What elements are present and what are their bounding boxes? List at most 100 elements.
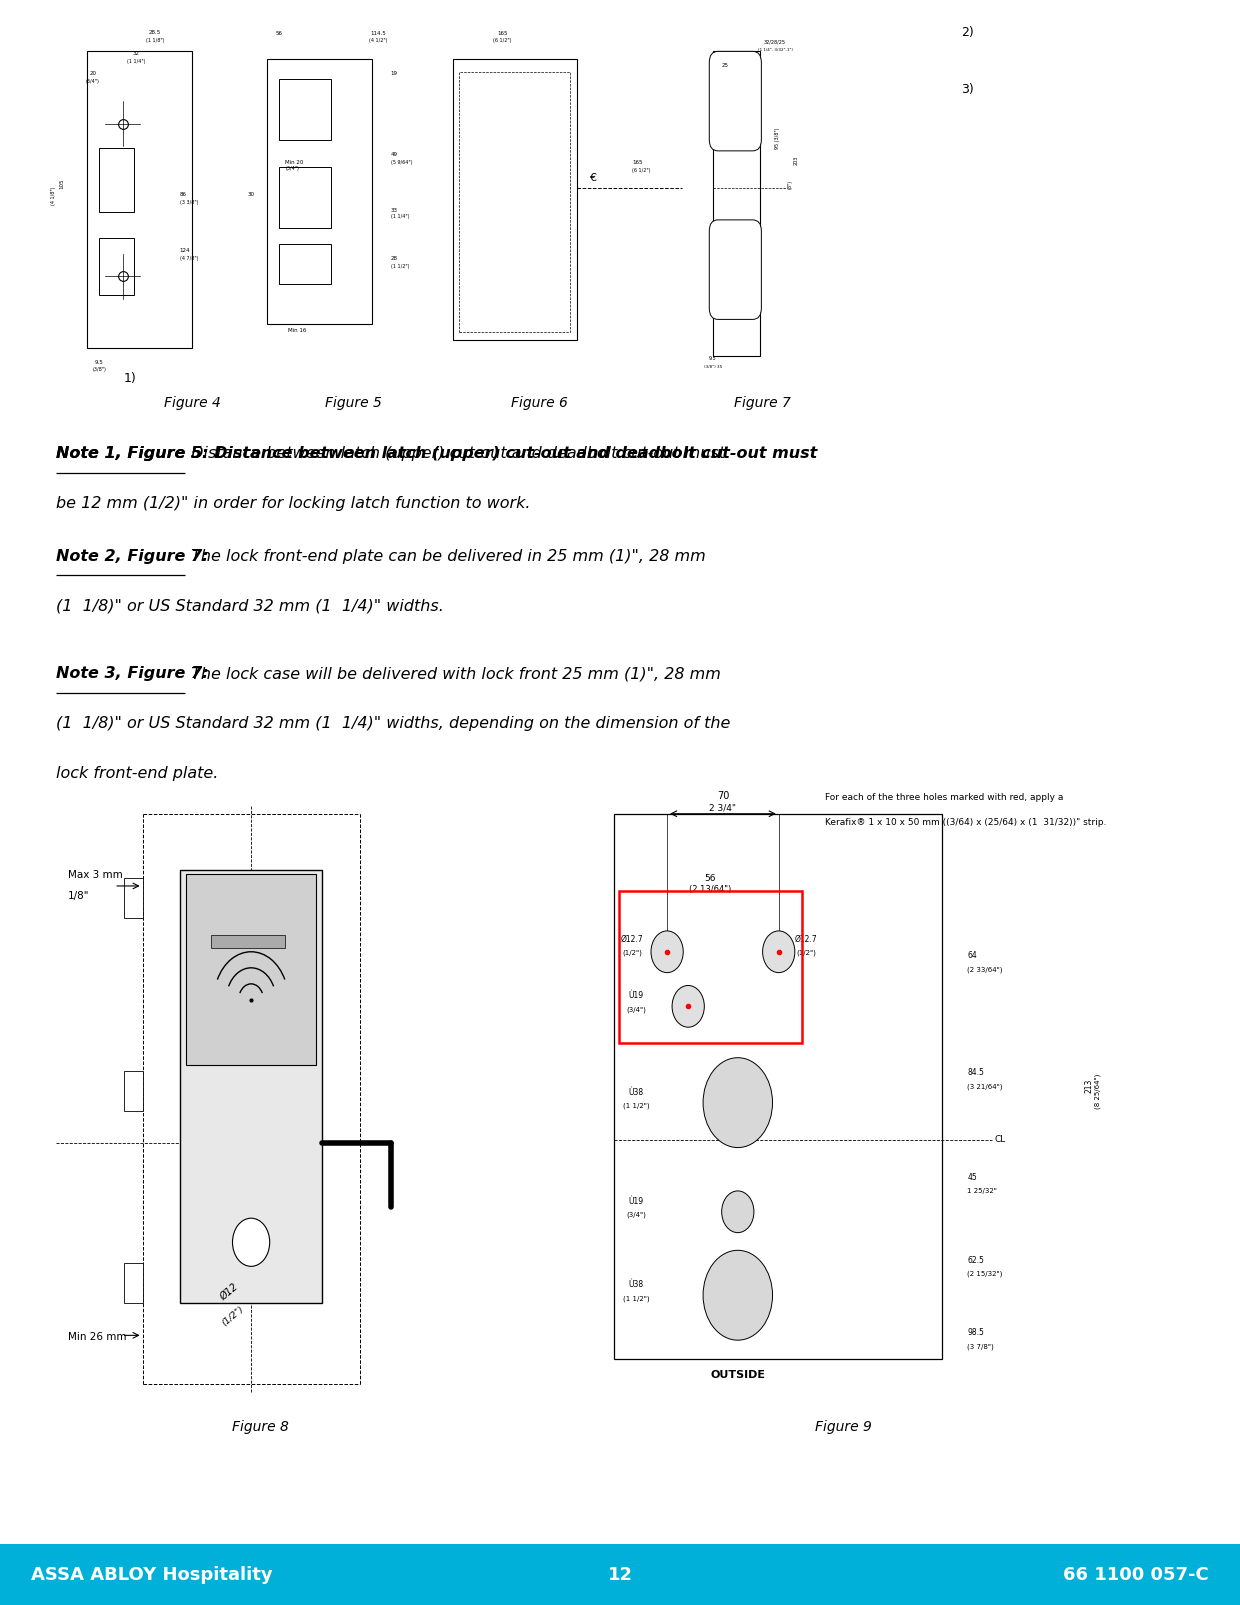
Text: (3/4"): (3/4") (626, 1006, 646, 1013)
Bar (180, 870, 322, 1303)
Text: (1/2"): (1/2") (796, 950, 816, 957)
Text: Min 20: Min 20 (285, 160, 304, 165)
Text: (1/2"): (1/2") (221, 1305, 246, 1327)
Text: 1 25/32": 1 25/32" (967, 1188, 997, 1194)
Text: 114.5: 114.5 (371, 32, 386, 37)
Text: be 12 mm (1/2)" in order for locking latch function to work.: be 12 mm (1/2)" in order for locking lat… (56, 496, 531, 510)
Text: Figure 9: Figure 9 (815, 1420, 872, 1435)
Text: (1/2"): (1/2") (622, 950, 642, 957)
Text: 203: 203 (794, 156, 799, 165)
Text: Note 1, Figure 5:: Note 1, Figure 5: (56, 446, 208, 461)
Text: (3 7/8"): (3 7/8") (967, 1343, 994, 1350)
Text: 1/8": 1/8" (68, 891, 89, 900)
Text: 70: 70 (717, 791, 729, 801)
Text: (1 1/2"): (1 1/2") (622, 1103, 650, 1109)
Text: OUTSIDE: OUTSIDE (711, 1371, 765, 1380)
Bar (279, 79, 331, 140)
Circle shape (763, 931, 795, 973)
Bar (124, 1263, 143, 1303)
Text: (1 1/2"): (1 1/2") (391, 265, 409, 270)
Bar (459, 72, 570, 332)
Text: (4 7/8"): (4 7/8") (180, 257, 198, 262)
Text: 45: 45 (967, 1173, 977, 1181)
Text: 165: 165 (497, 32, 507, 37)
Text: 9.5: 9.5 (709, 356, 717, 361)
Text: 66 1100 057-C: 66 1100 057-C (1063, 1565, 1209, 1584)
Text: (1 1/4"- 3/32"-1"): (1 1/4"- 3/32"-1") (758, 48, 792, 53)
Text: (1 1/4"): (1 1/4") (391, 215, 409, 220)
Bar (279, 244, 331, 284)
Text: Ù19: Ù19 (629, 992, 644, 1000)
Text: 64: 64 (967, 952, 977, 960)
Bar (267, 59, 372, 324)
Text: 49: 49 (391, 152, 398, 157)
Circle shape (651, 931, 683, 973)
Bar (37, 16, 1203, 393)
Text: 25: 25 (722, 64, 729, 69)
Circle shape (233, 1218, 270, 1266)
Text: 56: 56 (704, 873, 717, 883)
Bar (619, 891, 802, 1043)
Text: 28: 28 (391, 257, 398, 262)
Bar (99, 148, 134, 212)
Text: 20: 20 (89, 72, 97, 77)
FancyBboxPatch shape (709, 220, 761, 319)
Text: (3/4"): (3/4") (626, 1212, 646, 1218)
Text: 19: 19 (391, 72, 398, 77)
Text: Kerafix® 1 x 10 x 50 mm ((3/64) x (25/64) x (1  31/32))" strip.: Kerafix® 1 x 10 x 50 mm ((3/64) x (25/64… (825, 817, 1106, 827)
Text: CL: CL (994, 1135, 1006, 1144)
Text: Min 26 mm: Min 26 mm (68, 1332, 126, 1342)
Text: Note 2, Figure 7:: Note 2, Figure 7: (56, 549, 208, 563)
Bar (99, 238, 134, 295)
Text: 84.5: 84.5 (967, 1069, 985, 1077)
Text: 32/28/25: 32/28/25 (764, 40, 786, 45)
Text: 9.5: 9.5 (94, 361, 104, 366)
Text: The lock front-end plate can be delivered in 25 mm (1)", 28 mm: The lock front-end plate can be delivere… (186, 549, 707, 563)
Bar (279, 167, 331, 228)
Text: (2 33/64"): (2 33/64") (967, 966, 1003, 973)
Text: 3): 3) (961, 83, 973, 96)
Text: (1 1/2"): (1 1/2") (622, 1295, 650, 1302)
Text: 105: 105 (60, 178, 64, 189)
Text: 12: 12 (608, 1565, 632, 1584)
Text: Ù19: Ù19 (629, 1197, 644, 1205)
Text: 165: 165 (632, 160, 642, 165)
Text: For each of the three holes marked with red, apply a: For each of the three holes marked with … (825, 793, 1063, 802)
Text: (8"): (8") (787, 180, 792, 189)
Text: 56: 56 (275, 32, 283, 37)
Text: (6 1/2"): (6 1/2") (632, 169, 651, 173)
Text: Ù38: Ù38 (629, 1281, 644, 1289)
Text: (1 1/4"): (1 1/4") (128, 59, 145, 64)
Circle shape (703, 1058, 773, 1148)
Text: Ø12.7: Ø12.7 (621, 936, 644, 944)
Text: Ø12: Ø12 (218, 1282, 241, 1302)
Text: (8 25/64"): (8 25/64") (1095, 1074, 1101, 1109)
Bar (186, 875, 316, 1066)
Text: Ù38: Ù38 (629, 1088, 644, 1096)
Text: Figure 5: Figure 5 (325, 396, 382, 411)
Bar (713, 51, 760, 356)
Text: 95 (3/8"): 95 (3/8") (775, 127, 780, 149)
Text: 62.5: 62.5 (967, 1257, 985, 1265)
Circle shape (722, 1191, 754, 1233)
Bar (211, 936, 285, 949)
Text: 213: 213 (1085, 1079, 1094, 1093)
Text: (3/8"): (3/8") (92, 368, 107, 372)
FancyBboxPatch shape (709, 51, 761, 151)
Text: Figure 4: Figure 4 (164, 396, 221, 411)
Text: 28.5: 28.5 (149, 30, 161, 35)
Text: Max 3 mm: Max 3 mm (68, 870, 123, 880)
Text: ASSA ABLOY Hospitality: ASSA ABLOY Hospitality (31, 1565, 273, 1584)
Bar (124, 1071, 143, 1111)
Text: Distance between latch (upper) cut-out and deadbolt cut-out must: Distance between latch (upper) cut-out a… (186, 446, 725, 461)
Text: Note 1, Figure 5: Distance between latch (upper) cut-out and deadbolt cut-out mu: Note 1, Figure 5: Distance between latch… (56, 446, 817, 461)
Text: (3 21/64"): (3 21/64") (967, 1083, 1003, 1090)
Text: Ø12.7: Ø12.7 (795, 936, 817, 944)
Text: (2 13/64"): (2 13/64") (689, 884, 732, 894)
Text: 124: 124 (180, 249, 190, 254)
Circle shape (672, 985, 704, 1027)
Text: (3/4"): (3/4") (86, 80, 100, 85)
Bar (124, 878, 143, 918)
Text: (6 1/2"): (6 1/2") (494, 39, 511, 43)
Text: Min 16: Min 16 (289, 329, 306, 334)
